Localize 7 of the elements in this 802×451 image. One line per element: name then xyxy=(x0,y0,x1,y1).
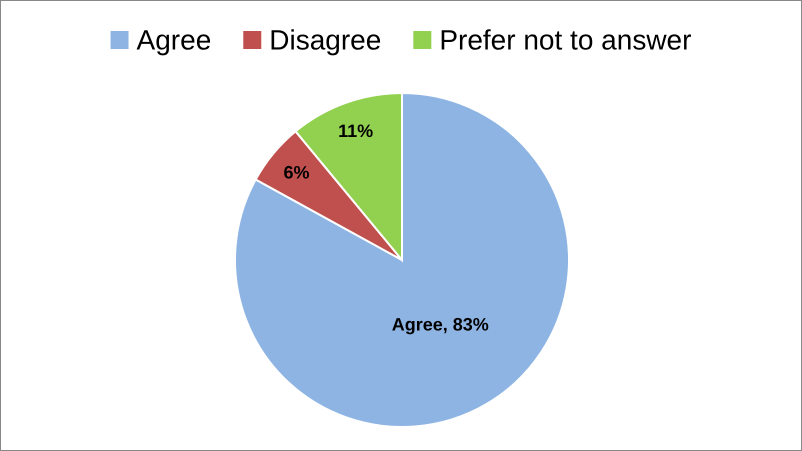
data-label: Agree, 83% xyxy=(392,314,489,335)
data-label: 11% xyxy=(338,121,374,142)
pie-slice xyxy=(234,92,570,428)
legend-label: Disagree xyxy=(269,24,382,56)
data-label: 6% xyxy=(283,162,310,183)
legend-label: Agree xyxy=(136,24,212,56)
legend-label: Prefer not to answer xyxy=(439,24,692,56)
